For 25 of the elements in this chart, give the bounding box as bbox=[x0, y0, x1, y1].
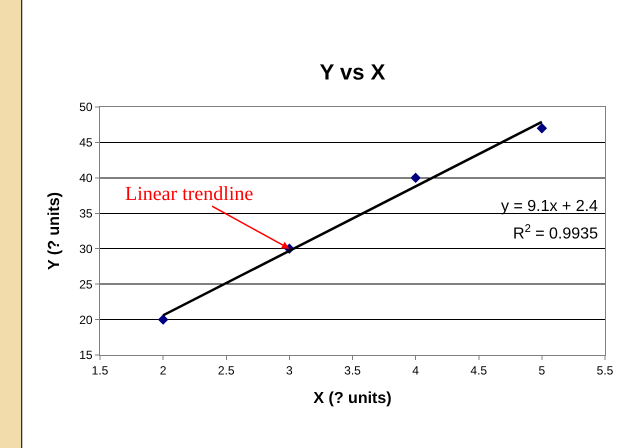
x-axis-title: X (? units) bbox=[313, 390, 392, 408]
y-axis-title: Y (? units) bbox=[46, 192, 64, 270]
point bbox=[158, 314, 168, 325]
x-tick-label: 2 bbox=[160, 363, 167, 378]
y-tick-label: 25 bbox=[79, 277, 93, 292]
point bbox=[410, 172, 421, 184]
chart-title: Y vs X bbox=[320, 59, 386, 84]
x-tick-label: 5.5 bbox=[596, 363, 614, 378]
y-tick-label: 35 bbox=[79, 206, 93, 220]
x-tick-label: 5 bbox=[538, 363, 546, 378]
annotation: Linear trendline bbox=[125, 183, 254, 205]
x-tick-label: 4 bbox=[412, 363, 420, 378]
annotation: R$^{2}$ = 0.9935 bbox=[513, 223, 598, 243]
y-tick-label: 20 bbox=[79, 312, 93, 327]
y-tick-label: 45 bbox=[79, 136, 93, 150]
x-tick-label: 3 bbox=[286, 363, 294, 378]
x-tick-label: 1.5 bbox=[92, 363, 109, 378]
point bbox=[536, 123, 548, 134]
y-tick-label: 30 bbox=[79, 242, 93, 256]
y-tick-label: 50 bbox=[79, 100, 93, 114]
x-tick-label: 4.5 bbox=[470, 363, 488, 378]
x-tick-label: 2.5 bbox=[218, 363, 235, 378]
y-tick-label: 15 bbox=[79, 348, 93, 362]
x-tick-label: 3.5 bbox=[344, 363, 362, 378]
y-tick-label: 40 bbox=[79, 171, 93, 186]
